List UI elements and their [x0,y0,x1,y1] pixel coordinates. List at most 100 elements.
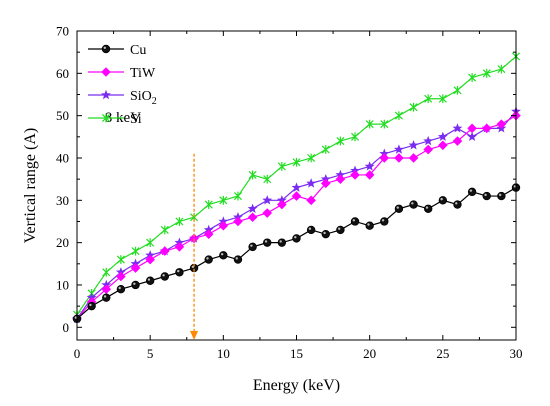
legend-item: TiW [88,66,156,81]
data-point [452,136,463,146]
circle-marker-highlight [396,206,399,209]
circle-marker-highlight [235,257,238,260]
x-tick-label: 25 [436,346,449,361]
circle-marker-highlight [294,236,297,239]
data-point [175,217,184,226]
data-point [482,68,491,78]
legend-marker [101,44,111,54]
data-point [204,200,213,209]
circle-marker-body [292,234,301,243]
circle-marker-body [145,276,155,285]
data-point [102,293,111,302]
circle-marker-body [350,217,360,226]
circle-marker-body [380,217,389,226]
data-point [468,73,477,82]
data-point [247,212,258,223]
circle-marker-highlight [118,286,121,290]
data-point [497,64,506,74]
circle-marker-highlight [89,303,92,307]
data-point [233,216,243,227]
data-point [160,246,170,256]
data-point [277,199,287,210]
series-si [72,51,521,320]
data-point [203,229,214,239]
circle-marker-highlight [103,46,107,49]
data-point [408,140,419,150]
data-point [233,255,243,264]
circle-marker-body [438,196,448,205]
legend-label: Si [130,112,142,127]
data-point [306,195,316,206]
data-point [277,162,286,171]
data-point [130,263,141,273]
x-tick-label: 15 [290,346,303,361]
y-axis-title: Vertical range (A) [22,128,39,244]
data-point [320,178,331,189]
circle-marker-highlight [279,240,282,243]
data-point [497,191,506,201]
series-line [76,187,517,320]
circle-marker-highlight [425,206,429,209]
circle-marker-body [321,229,330,239]
series-tiw [72,110,521,324]
y-tick-label: 40 [56,150,69,165]
data-point [482,191,491,201]
circle-marker-body [453,200,462,209]
data-point [365,221,374,230]
circle-marker-body [101,44,111,54]
circle-marker-body [365,221,374,230]
circle-marker-highlight [469,189,473,192]
data-point [481,123,492,134]
legend-label: Cu [130,43,146,58]
data-point [467,123,477,134]
data-point [364,170,375,180]
data-point [423,144,433,155]
data-point [247,203,258,213]
circle-marker-body [219,251,228,260]
y-tick-label: 20 [56,235,69,250]
circle-marker-body [482,191,491,201]
data-point [336,136,345,146]
y-tick-label: 0 [63,320,70,335]
data-point [102,267,111,277]
data-point [424,94,433,104]
legend-label: SiO2 [130,89,157,107]
x-tick-label: 20 [363,346,376,361]
data-point [453,85,462,95]
data-point [364,161,375,171]
data-point [87,301,96,311]
legend-marker [101,67,111,77]
circle-marker-highlight [103,295,107,298]
circle-marker-body [409,200,418,209]
data-point [145,254,155,265]
data-point [160,225,169,235]
data-point [101,284,112,295]
data-point [424,204,433,213]
data-point [146,238,155,248]
data-point [409,200,418,209]
data-point [131,280,140,290]
x-tick-label: 5 [147,346,154,361]
data-point [160,272,169,281]
circle-marker-highlight [162,274,165,277]
data-point [262,195,273,205]
series-line [76,111,517,320]
data-point [394,153,404,163]
y-tick-label: 30 [56,193,69,208]
circle-marker-body [277,238,287,247]
circle-marker-body [233,255,243,264]
circle-marker-body [87,301,96,311]
data-point [277,238,287,247]
circle-marker-body [497,191,506,201]
x-tick-label: 0 [74,346,81,361]
y-tick-label: 60 [56,66,69,81]
circle-marker-body [424,204,433,213]
data-point [438,94,447,104]
data-point [408,153,419,163]
legend-item: Si [88,112,142,127]
data-point [393,144,404,154]
data-point [394,204,404,213]
data-point [380,119,389,129]
circle-marker-highlight [206,257,209,260]
